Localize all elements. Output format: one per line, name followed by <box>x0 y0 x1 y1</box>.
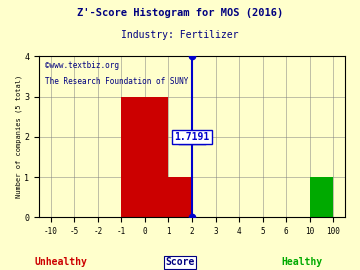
Y-axis label: Number of companies (5 total): Number of companies (5 total) <box>15 75 22 198</box>
Text: Score: Score <box>165 257 195 267</box>
Text: Unhealthy: Unhealthy <box>35 257 87 267</box>
Text: The Research Foundation of SUNY: The Research Foundation of SUNY <box>45 77 189 86</box>
Bar <box>168 177 192 217</box>
Bar <box>121 97 168 217</box>
Text: Healthy: Healthy <box>282 257 323 267</box>
Text: Z'-Score Histogram for MOS (2016): Z'-Score Histogram for MOS (2016) <box>77 8 283 18</box>
Text: Industry: Fertilizer: Industry: Fertilizer <box>121 30 239 40</box>
Text: ©www.textbiz.org: ©www.textbiz.org <box>45 61 119 70</box>
Text: 1.7191: 1.7191 <box>174 132 210 142</box>
Bar <box>310 177 333 217</box>
